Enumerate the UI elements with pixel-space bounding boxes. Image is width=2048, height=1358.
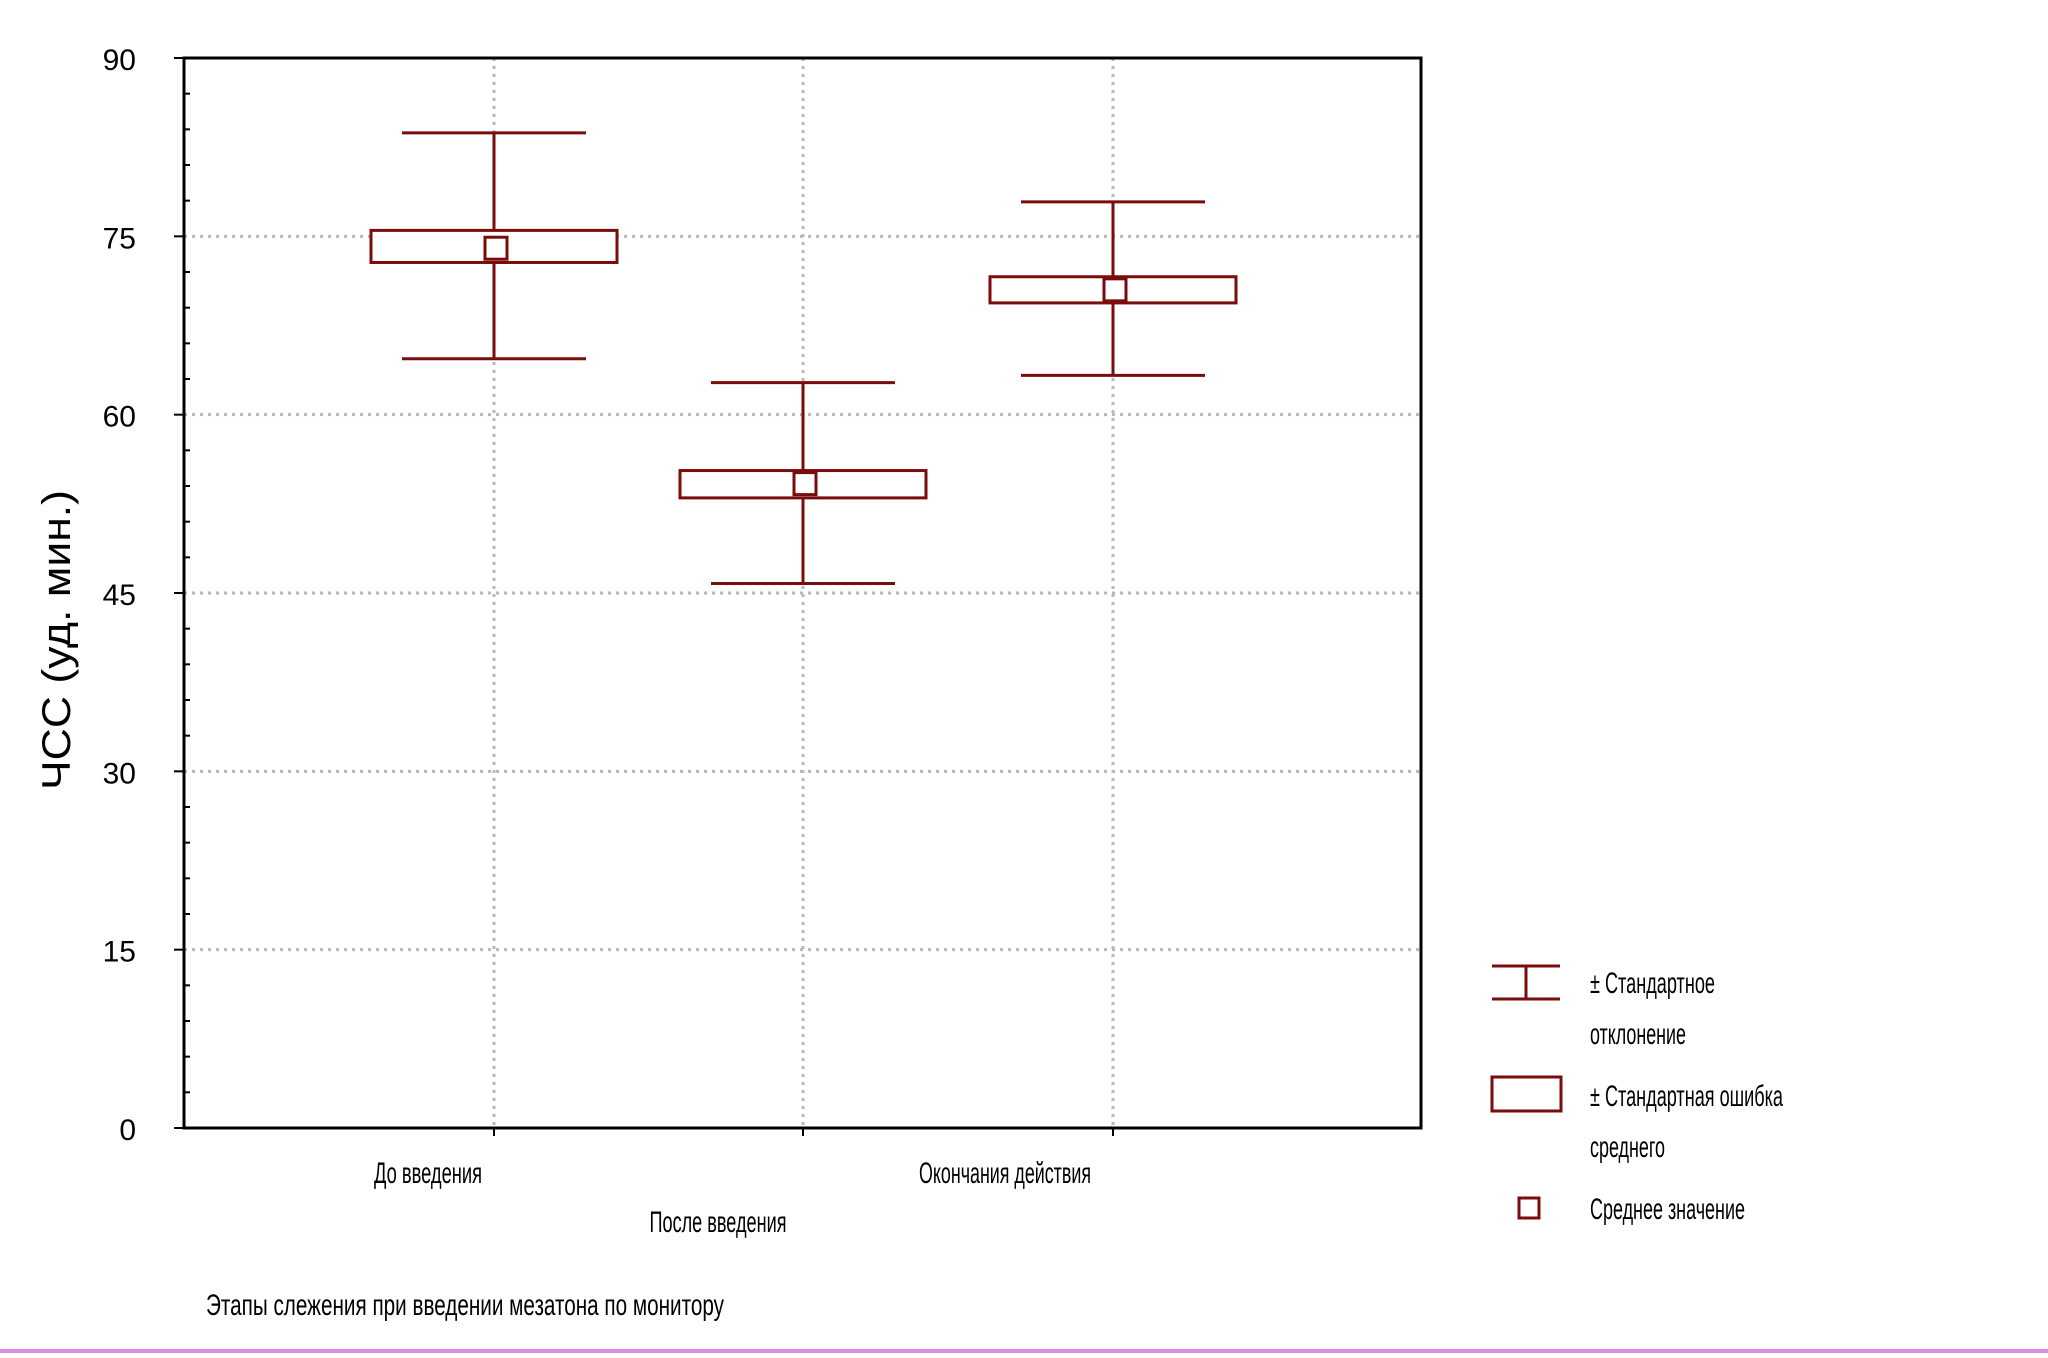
legend-label: ± Стандартная ошибка: [1590, 1080, 1783, 1113]
legend-label: отклонение: [1590, 1018, 1686, 1051]
x-tick-label: Окончания действия: [919, 1157, 1091, 1190]
y-tick-label: 60: [103, 401, 136, 434]
bottom-border-strip: [0, 1349, 2048, 1353]
y-tick-label: 75: [103, 222, 136, 255]
mean-marker: [1102, 277, 1128, 303]
legend: ± Стандартное отклонение ± Стандартная оши…: [1490, 964, 1783, 1226]
y-tick-label: 45: [103, 579, 136, 612]
legend-box-symbol: [1490, 1075, 1563, 1113]
x-tick-label: После введения: [650, 1206, 787, 1239]
mean-marker: [483, 235, 509, 261]
y-tick-label: 0: [119, 1114, 136, 1147]
marks-layer: [369, 131, 1238, 585]
x-axis-title: Этапы слежения при введении мезатона по …: [206, 1289, 724, 1322]
x-tick-label: До введения: [374, 1157, 482, 1190]
legend-label: ± Стандартное: [1590, 967, 1715, 1000]
mean-marker: [792, 471, 818, 497]
legend-mean-symbol: [1517, 1196, 1541, 1220]
y-tick-label: 15: [103, 936, 136, 969]
y-axis-title: ЧСС (уд. мин.): [35, 490, 79, 790]
legend-label: среднего: [1590, 1131, 1665, 1164]
labels-layer: ЧСС (уд. мин.) Этапы слежения при введен…: [35, 44, 1091, 1322]
y-tick-label: 90: [103, 44, 136, 77]
y-tick-label: 30: [103, 757, 136, 790]
ticks-layer: [174, 57, 1114, 1136]
legend-label: Среднее значение: [1590, 1193, 1745, 1226]
grid-layer: [184, 58, 1421, 1128]
